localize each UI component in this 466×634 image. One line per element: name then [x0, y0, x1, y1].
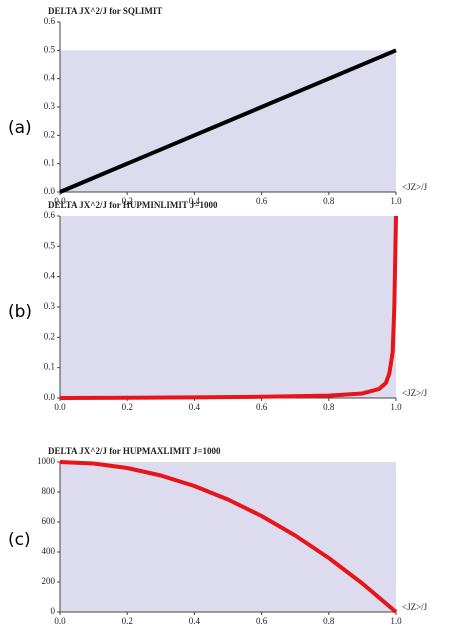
chart-title: DELTA JX^2/J for HUPMINLIMIT J=1000 [48, 200, 218, 210]
x-tick-label: 0.8 [323, 402, 335, 412]
x-tick-label: 1.0 [390, 402, 402, 412]
x-tick-label: 0.4 [189, 402, 201, 412]
y-tick-label: 0 [51, 606, 56, 616]
x-tick-label: 0.0 [54, 196, 66, 206]
x-tick-label: 0.6 [256, 402, 268, 412]
y-tick-label: 600 [42, 516, 56, 526]
data-line [59, 215, 398, 400]
x-axis-label: <JZ>/J [402, 602, 428, 612]
x-tick-label: 0.6 [256, 196, 268, 206]
y-tick-label: 0.3 [44, 301, 56, 311]
y-tick-label: 0.5 [44, 44, 56, 54]
data-line [59, 460, 398, 614]
x-tick-label: 1.0 [390, 616, 402, 626]
y-tick-label: 800 [42, 486, 56, 496]
x-tick-label: 0.8 [323, 616, 335, 626]
panel-label: (a) [8, 118, 32, 138]
chart-title: DELTA JX^2/J for HUPMAXLIMIT J=1000 [48, 446, 221, 456]
data-line [59, 48, 397, 194]
y-tick-label: 0.4 [44, 73, 56, 83]
y-tick-label: 0.0 [44, 186, 56, 196]
x-tick-label: 0.6 [256, 616, 268, 626]
x-tick-label: 0.2 [122, 196, 133, 206]
y-tick-label: 0.6 [44, 210, 56, 220]
y-tick-label: 0.0 [44, 392, 56, 402]
y-tick-label: 0.5 [44, 240, 56, 250]
x-tick-label: 1.0 [390, 196, 402, 206]
shaded-region [60, 216, 396, 398]
x-tick-label: 0.8 [323, 196, 335, 206]
y-tick-label: 400 [42, 546, 56, 556]
x-tick-label: 0.2 [122, 402, 133, 412]
panel-label: (b) [8, 302, 32, 322]
panel-label: (c) [8, 530, 31, 550]
x-tick-label: 0.4 [189, 616, 201, 626]
y-tick-label: 200 [42, 576, 56, 586]
y-tick-label: 0.6 [44, 16, 56, 26]
x-tick-label: 0.4 [189, 196, 201, 206]
y-tick-label: 0.2 [44, 331, 55, 341]
x-axis-label: <JZ>/J [402, 182, 428, 192]
shaded-region [60, 462, 396, 612]
y-tick-label: 0.2 [44, 129, 55, 139]
y-tick-label: 0.4 [44, 271, 56, 281]
x-tick-label: 0.2 [122, 616, 133, 626]
y-tick-label: 0.1 [44, 362, 55, 372]
x-tick-label: 0.0 [54, 402, 66, 412]
x-axis-label: <JZ>/J [402, 388, 428, 398]
y-tick-label: 1000 [37, 456, 56, 466]
y-tick-label: 0.1 [44, 158, 55, 168]
chart-title: DELTA JX^2/J for SQLIMIT [48, 6, 162, 16]
x-tick-label: 0.0 [54, 616, 66, 626]
y-tick-label: 0.3 [44, 101, 56, 111]
